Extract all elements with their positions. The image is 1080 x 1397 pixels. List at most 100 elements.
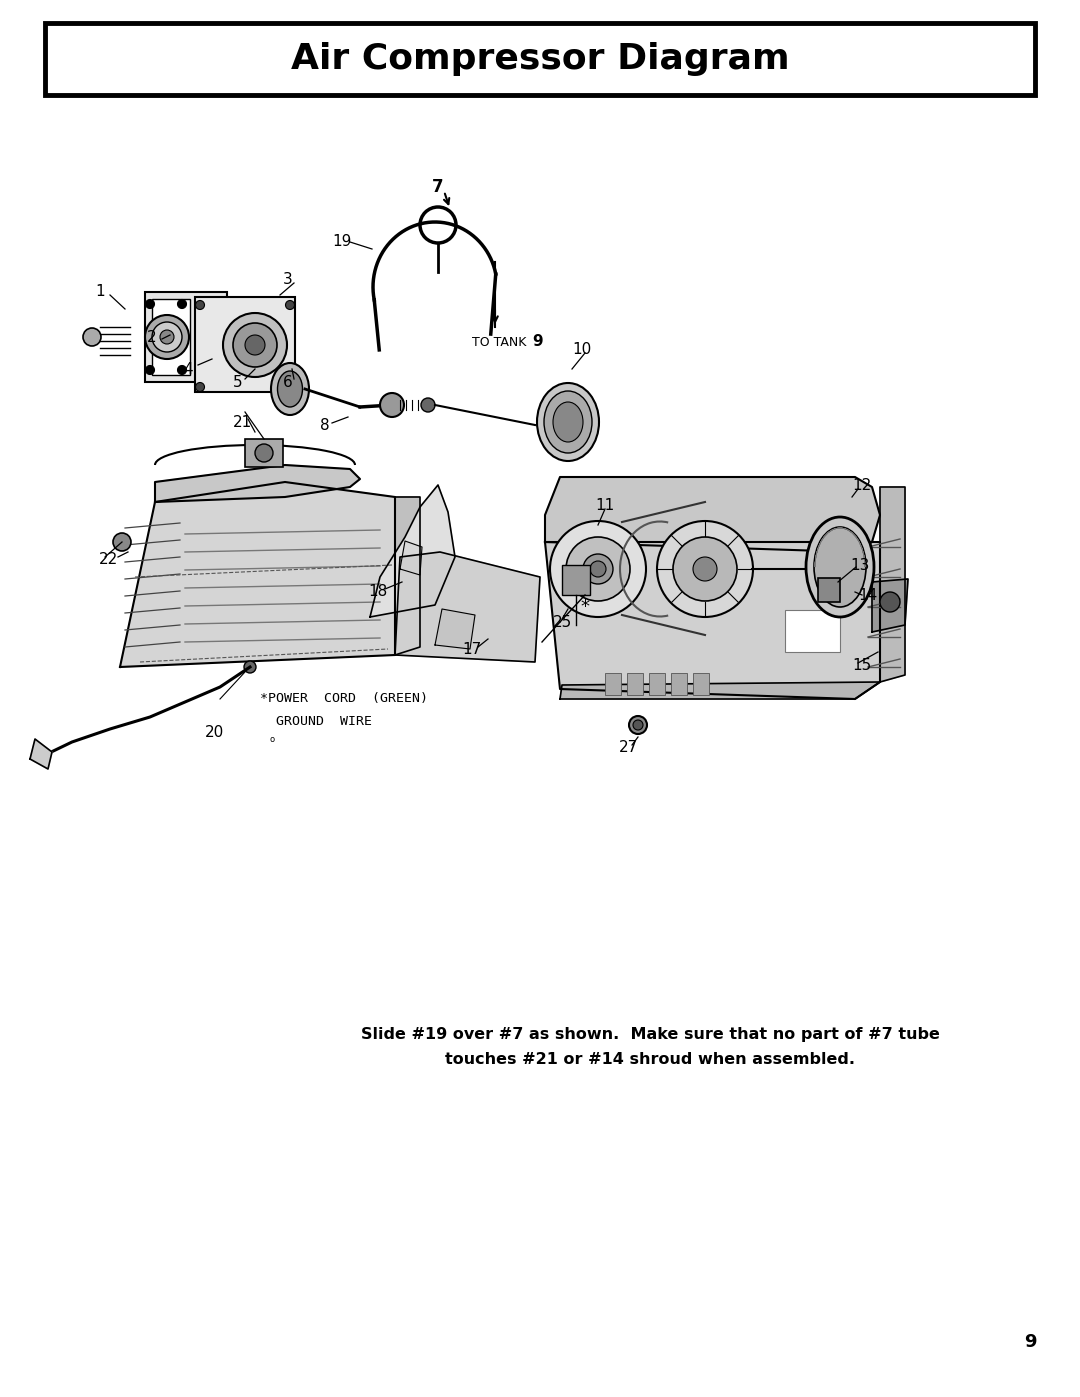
Bar — [605, 673, 621, 694]
Text: 20: 20 — [205, 725, 225, 739]
Circle shape — [222, 313, 287, 377]
Bar — [671, 673, 687, 694]
Bar — [627, 673, 643, 694]
Ellipse shape — [278, 372, 302, 407]
Text: *: * — [581, 598, 590, 616]
Text: 14: 14 — [859, 588, 878, 602]
Circle shape — [583, 555, 613, 584]
Text: 25: 25 — [552, 615, 571, 630]
Text: 3: 3 — [283, 271, 293, 286]
Polygon shape — [435, 609, 475, 650]
Circle shape — [145, 314, 189, 359]
Circle shape — [566, 536, 630, 601]
Circle shape — [195, 300, 204, 310]
Text: GROUND  WIRE: GROUND WIRE — [260, 715, 372, 728]
Polygon shape — [545, 476, 880, 552]
Bar — [145, 292, 227, 381]
Ellipse shape — [271, 363, 309, 415]
Circle shape — [590, 562, 606, 577]
Bar — [152, 299, 190, 374]
Circle shape — [83, 328, 102, 346]
Ellipse shape — [814, 527, 866, 608]
Wedge shape — [591, 539, 604, 553]
Ellipse shape — [806, 517, 874, 617]
Text: 27: 27 — [619, 739, 637, 754]
Polygon shape — [370, 485, 455, 617]
Circle shape — [657, 521, 753, 617]
Text: 4: 4 — [184, 362, 193, 377]
Circle shape — [244, 661, 256, 673]
Circle shape — [233, 323, 276, 367]
Wedge shape — [600, 583, 616, 598]
Bar — [245, 439, 283, 467]
Text: 12: 12 — [852, 478, 872, 493]
Polygon shape — [30, 739, 52, 768]
Text: 19: 19 — [333, 235, 352, 250]
Polygon shape — [880, 488, 905, 682]
Text: 9: 9 — [1024, 1333, 1036, 1351]
Text: 11: 11 — [595, 497, 615, 513]
Polygon shape — [395, 552, 540, 662]
Ellipse shape — [553, 402, 583, 441]
Bar — [649, 673, 665, 694]
Circle shape — [285, 383, 295, 391]
Polygon shape — [395, 497, 420, 655]
Ellipse shape — [537, 383, 599, 461]
Wedge shape — [570, 574, 586, 590]
Polygon shape — [561, 682, 880, 698]
Wedge shape — [605, 542, 621, 559]
Wedge shape — [568, 559, 583, 571]
Polygon shape — [120, 482, 395, 666]
Text: 21: 21 — [232, 415, 252, 429]
Text: *POWER  CORD  (GREEN): *POWER CORD (GREEN) — [260, 692, 428, 705]
Text: 22: 22 — [98, 552, 118, 567]
Bar — [562, 564, 590, 595]
Wedge shape — [612, 556, 627, 569]
Text: 10: 10 — [572, 341, 592, 356]
Circle shape — [146, 366, 154, 374]
Bar — [195, 298, 295, 393]
Polygon shape — [872, 578, 908, 631]
Circle shape — [245, 335, 265, 355]
Text: Air Compressor Diagram: Air Compressor Diagram — [291, 42, 789, 75]
Text: TO TANK: TO TANK — [472, 335, 526, 348]
Text: 6: 6 — [283, 374, 293, 390]
Circle shape — [160, 330, 174, 344]
Circle shape — [285, 300, 295, 310]
Circle shape — [152, 321, 183, 352]
Circle shape — [177, 366, 187, 374]
Text: 1: 1 — [95, 285, 105, 299]
Bar — [818, 578, 840, 602]
Text: Slide #19 over #7 as shown.  Make sure that no part of #7 tube
touches #21 or #1: Slide #19 over #7 as shown. Make sure th… — [361, 1027, 940, 1067]
Wedge shape — [583, 583, 596, 599]
Circle shape — [113, 534, 131, 550]
Text: 5: 5 — [233, 374, 243, 390]
Wedge shape — [610, 573, 627, 588]
Circle shape — [255, 444, 273, 462]
Text: 7: 7 — [432, 177, 444, 196]
Circle shape — [550, 521, 646, 617]
Circle shape — [693, 557, 717, 581]
Circle shape — [629, 717, 647, 733]
Bar — [45, 22, 1035, 95]
Ellipse shape — [544, 391, 592, 453]
Polygon shape — [156, 465, 360, 502]
Text: 2: 2 — [147, 330, 157, 345]
Text: 9: 9 — [532, 334, 543, 349]
Polygon shape — [545, 542, 880, 698]
Text: 18: 18 — [368, 584, 388, 599]
Bar — [693, 673, 708, 694]
Text: 13: 13 — [850, 557, 869, 573]
Text: 15: 15 — [852, 658, 872, 672]
Circle shape — [880, 592, 900, 612]
Bar — [785, 610, 840, 652]
Circle shape — [380, 393, 404, 416]
Polygon shape — [400, 541, 422, 576]
Circle shape — [177, 299, 187, 309]
Wedge shape — [573, 543, 590, 560]
Text: 17: 17 — [462, 641, 482, 657]
Text: o: o — [270, 735, 275, 745]
Circle shape — [819, 563, 831, 576]
Circle shape — [633, 719, 643, 731]
Circle shape — [673, 536, 737, 601]
